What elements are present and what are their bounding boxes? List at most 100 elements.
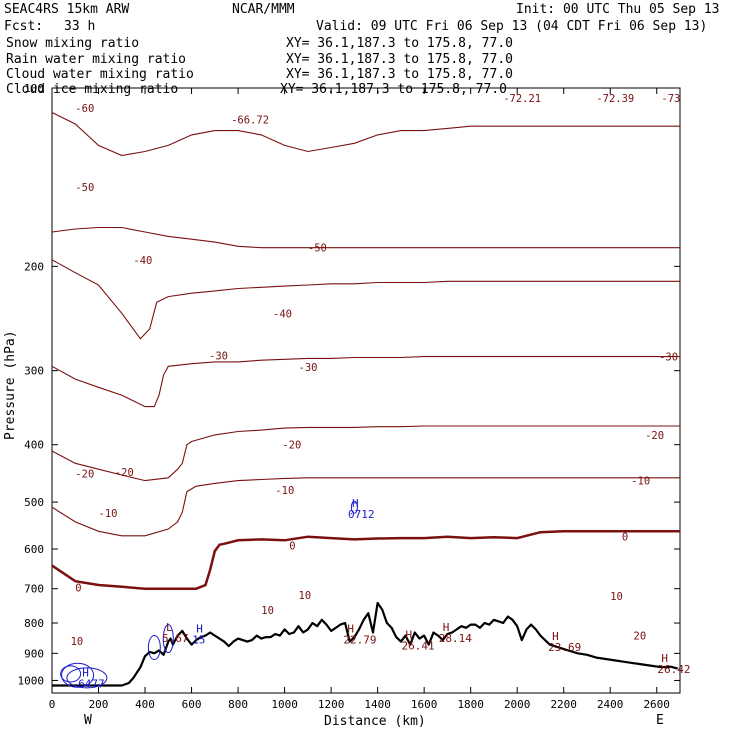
contour-label: -30 [659,352,678,364]
hl-marker-value: 5.67 [162,632,189,645]
contour-label: -40 [133,255,152,267]
isotherm-line-0 [51,530,680,590]
hl-marker-value: 26.41 [402,640,435,653]
isotherm-layer [51,112,680,590]
plot-frame [51,87,681,694]
contour-label: -10 [99,508,118,520]
center-title: NCAR/MMM [232,2,295,17]
y-tick-label: 500 [24,496,44,509]
hl-marker-letter: H [552,630,559,643]
contour-label: -60 [75,103,94,115]
cloud-water-contour [350,500,358,514]
hl-marker-value: 15 [192,634,205,647]
contour-label: -30 [209,351,228,363]
legend-rain: Rain water mixing ratio [6,52,186,67]
y-tick-label: 100 [24,82,44,95]
contour-label: -73 [661,93,680,105]
legend-rain-xy: XY= 36.1,187.3 to 175.8, 77.0 [286,52,513,67]
x-tick-label: 0 [49,698,56,711]
contour-label: -40 [273,308,292,320]
fcst-label: Fcst: [4,19,43,34]
legend-cloud-water: Cloud water mixing ratio [6,67,194,82]
model-title: SEAC4RS 15km ARW [4,2,129,17]
fcst-value: 33 h [64,19,95,34]
contour-label: -72.39 [596,93,634,105]
x-tick-label: 600 [182,698,202,711]
contour-label: -72.21 [503,93,541,105]
hl-marker-letter: H [443,621,450,634]
x-tick-label: 2200 [550,698,577,711]
x-axis-title: Distance (km) [324,714,426,729]
y-tick-label: 300 [24,365,44,378]
y-axis-title: Pressure (hPa) [3,330,18,440]
contour-label: -20 [282,440,301,452]
isotherm-line-m30 [51,356,680,408]
terrain-layer [52,601,678,687]
hl-marker-letter: L [166,621,173,634]
y-tick-label: 200 [24,260,44,273]
legend-cloud-ice: Cloud ice mixing ratio [6,82,178,97]
cloud-water-contour [147,635,161,661]
east-label: E [656,713,664,728]
cloud-water-contour [60,665,82,683]
isotherm-line-m60 [51,112,680,157]
hl-marker-letter: H [406,629,413,642]
hl-marker-value: 23.69 [548,641,581,654]
isotherm-line-m40 [51,259,680,340]
hl-marker-letter: H [82,667,89,680]
contour-label: 10 [610,591,623,603]
isotherm-line-m20 [51,425,680,482]
x-tick-label: 2000 [504,698,531,711]
hl-marker-value: 28.14 [439,632,472,645]
terrain-line [52,601,678,687]
isotherm-line-m50 [51,226,680,249]
y-tick-label: 800 [24,617,44,630]
x-tick-label: 200 [89,698,109,711]
y-tick-label: 600 [24,543,44,556]
x-axis: 0 200 400 600 800 1000 1200 1400 1600 1800 2000 220… [49,88,670,711]
contour-label: 10 [299,590,312,602]
contour-label: 0 [289,541,295,553]
cloud-water-contour [162,624,174,654]
hl-marker-value: 0712 [348,508,375,521]
y-tick-label: 900 [24,647,44,660]
y-tick-label: 700 [24,583,44,596]
valid-time: Valid: 09 UTC Fri 06 Sep 13 (04 CDT Fri … [316,19,707,34]
contour-label: 0 [75,583,81,595]
x-tick-label: 800 [228,698,248,711]
cloud-water-contour [66,667,108,689]
x-tick-label: 1400 [364,698,391,711]
x-tick-label: 2600 [643,698,670,711]
x-tick-label: 400 [135,698,155,711]
legend-cloud-ice-xy: XY= 36.1,187.3 to 175.8, 77.0 [280,82,507,97]
hl-marker-value: 22.79 [343,634,376,647]
x-tick-label: 1200 [318,698,345,711]
contour-label: -66.72 [231,114,269,126]
contour-label: -50 [308,243,327,255]
x-tick-label: 1800 [457,698,484,711]
cloud-water-layer [60,500,358,689]
contour-label: 0 [622,532,628,544]
hl-marker-letter: H [347,623,354,636]
contour-label: -10 [275,485,294,497]
y-tick-label: 400 [24,439,44,452]
hl-marker-value: 26.42 [657,663,690,676]
legend-snow-xy: XY= 36.1,187.3 to 175.8, 77.0 [286,36,513,51]
hl-marker-letter: H [196,623,203,636]
contour-label-layer: -60 -66.72 -72.21 -72.39 -73 -50 -50 -40 -40 -30 -… [71,93,681,648]
init-time: Init: 00 UTC Thu 05 Sep 13 [516,2,720,17]
contour-label: -10 [631,476,650,488]
contour-label: 10 [261,605,274,617]
hl-marker-letter: H [352,497,359,510]
contour-label: -50 [75,182,94,194]
x-tick-label: 1000 [271,698,298,711]
legend-snow: Snow mixing ratio [6,36,139,51]
contour-label: 20 [634,631,647,643]
legend: Snow mixing ratio XY= 36.1,187.3 to 175.… [6,36,513,97]
hl-marker-letter: H [661,652,668,665]
contour-label: 10 [71,636,84,648]
contour-label: -30 [299,362,318,374]
